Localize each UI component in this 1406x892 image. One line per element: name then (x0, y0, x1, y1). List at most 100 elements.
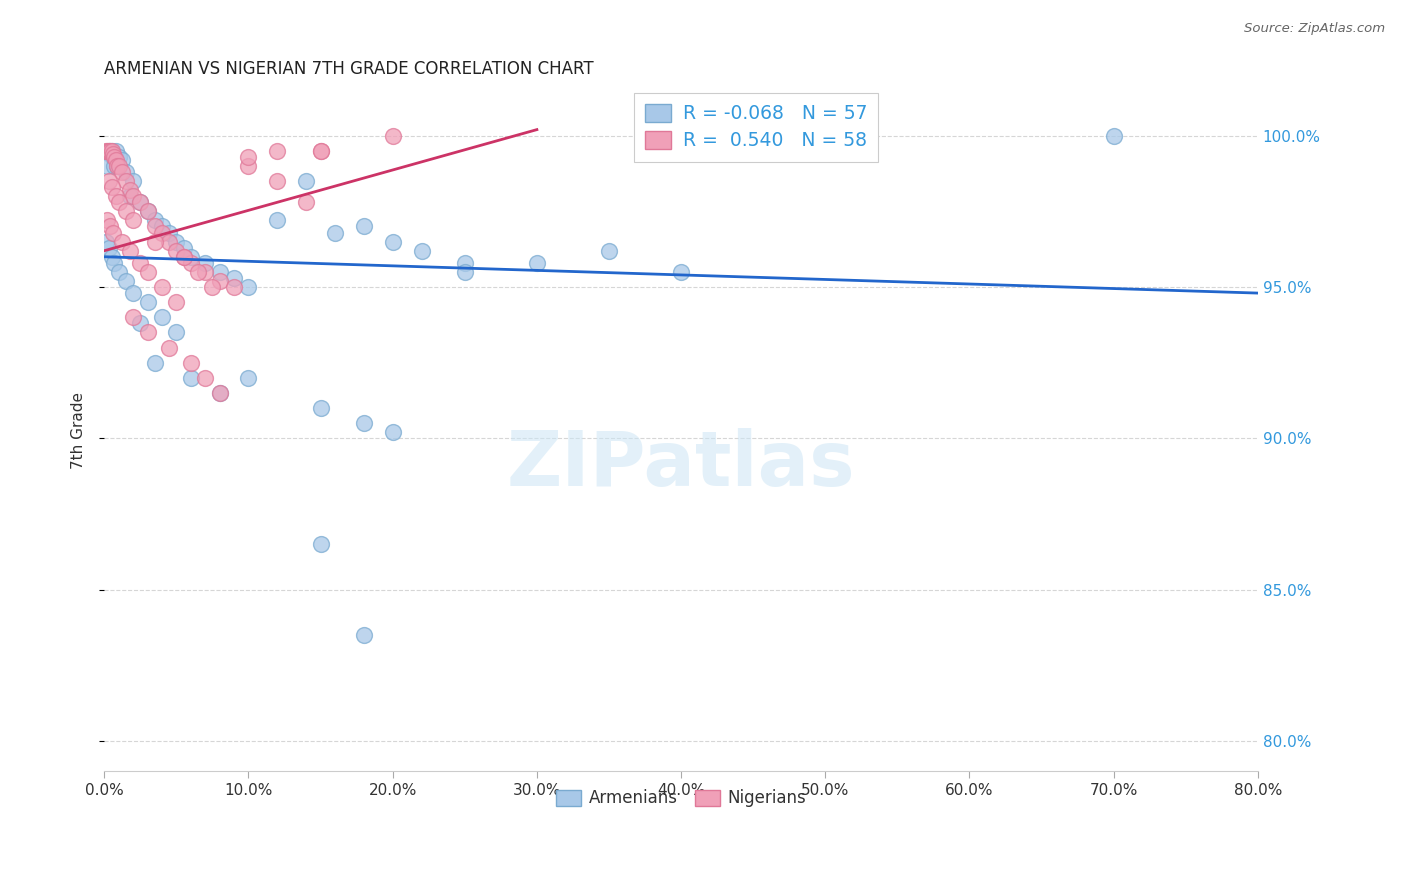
Point (120, 183, 142, 197)
Point (381, 425, 404, 440)
Point (208, 386, 231, 401)
Point (122, 189, 145, 203)
Point (136, 204, 159, 219)
Point (100, 144, 122, 158)
Point (100, 144, 122, 158)
Point (266, 174, 288, 188)
Point (136, 204, 159, 219)
Point (110, 165, 132, 179)
Point (97, 144, 120, 158)
Point (201, 280, 224, 294)
Point (104, 153, 127, 167)
Point (598, 244, 620, 258)
Point (136, 265, 159, 279)
Point (208, 265, 231, 279)
Point (129, 256, 152, 270)
Point (165, 326, 187, 340)
Point (381, 235, 404, 249)
Point (97, 174, 120, 188)
Point (98, 144, 121, 158)
Point (101, 146, 124, 161)
Point (180, 356, 202, 370)
Point (238, 159, 260, 173)
Point (129, 317, 152, 331)
Point (96, 213, 118, 227)
Point (115, 174, 138, 188)
Point (309, 144, 332, 158)
Point (104, 189, 127, 203)
Point (101, 150, 124, 164)
Point (122, 174, 145, 188)
Point (143, 356, 166, 370)
Point (136, 326, 159, 340)
Point (101, 226, 124, 240)
Point (97, 144, 120, 158)
Point (115, 165, 138, 179)
Point (129, 195, 152, 210)
Point (266, 213, 288, 227)
Point (295, 174, 318, 188)
Point (173, 241, 195, 255)
Point (100, 250, 122, 264)
Point (107, 150, 129, 164)
Legend: Armenians, Nigerians: Armenians, Nigerians (548, 783, 813, 814)
Point (353, 219, 375, 234)
Text: Source: ZipAtlas.com: Source: ZipAtlas.com (1244, 22, 1385, 36)
Point (122, 310, 145, 325)
Point (136, 295, 159, 310)
Point (454, 256, 477, 270)
Point (110, 235, 132, 249)
Point (105, 159, 128, 173)
Point (96, 159, 118, 173)
Point (353, 417, 375, 431)
Point (103, 256, 125, 270)
Point (107, 159, 129, 173)
Point (98, 146, 121, 161)
Point (150, 280, 173, 294)
Point (180, 371, 202, 385)
Point (143, 219, 166, 234)
Point (173, 250, 195, 264)
Point (454, 265, 477, 279)
Point (208, 274, 231, 288)
Point (187, 265, 209, 279)
Point (110, 153, 132, 167)
Point (194, 256, 217, 270)
Point (150, 226, 173, 240)
Point (526, 256, 548, 270)
Point (115, 204, 138, 219)
Point (103, 150, 125, 164)
Point (309, 401, 332, 416)
Point (120, 189, 142, 203)
Point (411, 244, 433, 258)
Point (96, 144, 118, 158)
Point (165, 235, 187, 249)
Point (173, 250, 195, 264)
Point (129, 195, 152, 210)
Point (104, 144, 127, 158)
Point (105, 159, 128, 173)
Point (180, 256, 202, 270)
Point (115, 274, 138, 288)
Point (107, 195, 129, 210)
Point (143, 213, 166, 227)
Point (295, 195, 318, 210)
Point (208, 386, 231, 401)
Point (353, 628, 375, 642)
Point (143, 235, 166, 249)
Point (157, 226, 180, 240)
Point (122, 286, 145, 301)
Point (165, 244, 187, 258)
Point (150, 310, 173, 325)
Point (94, 144, 117, 158)
Point (222, 280, 245, 294)
Point (157, 341, 180, 355)
Point (309, 537, 332, 551)
Point (266, 144, 288, 158)
Point (238, 150, 260, 164)
Point (120, 244, 142, 258)
Point (194, 371, 217, 385)
Point (309, 144, 332, 158)
Point (150, 219, 173, 234)
Point (180, 250, 202, 264)
